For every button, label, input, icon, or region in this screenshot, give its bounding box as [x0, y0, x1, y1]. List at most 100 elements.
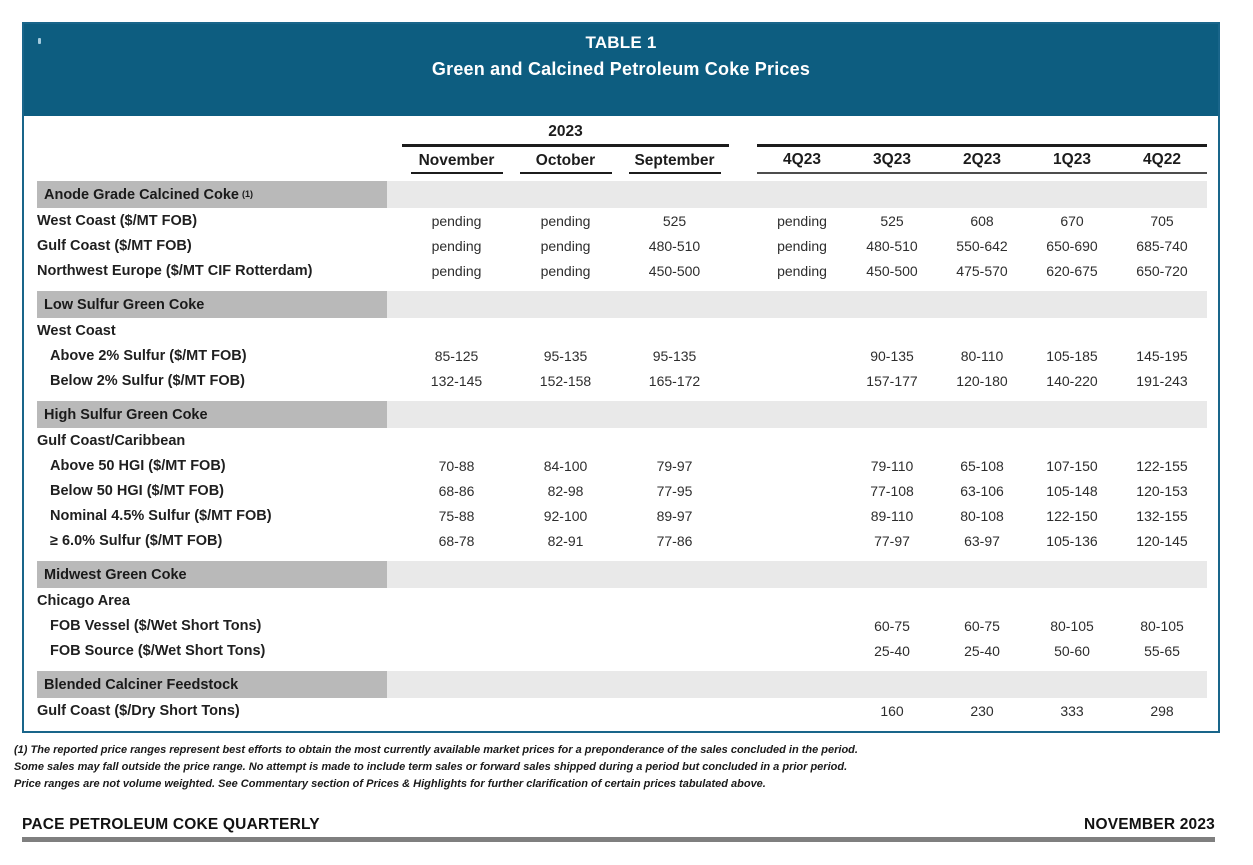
- value-cell: pending: [431, 262, 482, 279]
- value-cell: 670: [1060, 212, 1084, 229]
- table-row: FOB Source ($/Wet Short Tons) 25-40 25-40 5…: [24, 638, 1218, 663]
- footer-issue-date: NOVEMBER 2023: [1084, 816, 1215, 833]
- row-label: Above 50 HGI ($/MT FOB): [50, 457, 226, 474]
- footnotes: (1) The reported price ranges represent …: [14, 742, 1220, 793]
- row-label-spacer: [24, 122, 402, 147]
- value-cell: 132-155: [1136, 507, 1188, 524]
- section-header: High Sulfur Green Coke: [37, 401, 387, 428]
- value-cell: 65-108: [960, 457, 1004, 474]
- value-cell: 68-86: [438, 482, 475, 499]
- value-cell: pending: [777, 262, 827, 279]
- quarter-header-label: 2Q23: [963, 151, 1001, 168]
- value-cell: 120-145: [1136, 532, 1188, 549]
- value-cell: 68-78: [438, 532, 475, 549]
- section-band-fill: [387, 671, 1207, 698]
- value-cell: 480-510: [866, 237, 918, 254]
- row-label: ≥ 6.0% Sulfur ($/MT FOB): [50, 532, 223, 549]
- value-cell: 107-150: [1046, 457, 1098, 474]
- table-title: Green and Calcined Petroleum Coke Prices: [431, 59, 811, 79]
- table-sections: Anode Grade Calcined Coke (1) West Coast (…: [24, 181, 1218, 723]
- month-header-label: October: [519, 152, 612, 174]
- section-header: Midwest Green Coke: [37, 561, 387, 588]
- section-band: Midwest Green Coke: [24, 561, 1218, 588]
- year-group-row: 2023: [24, 122, 1218, 147]
- value-cell: 60-75: [964, 617, 1000, 634]
- section-band: Anode Grade Calcined Coke (1): [24, 181, 1218, 208]
- table-row: Below 50 HGI ($/MT FOB) 68-86 82-98 77-95 77…: [24, 478, 1218, 503]
- footer-publication-title: PACE PETROLEUM COKE QUARTERLY: [22, 816, 320, 833]
- value-cell: 92-100: [543, 507, 588, 524]
- value-cell: 132-145: [430, 372, 483, 389]
- section-header-label: Midwest Green Coke: [44, 566, 187, 583]
- value-cell: 75-88: [438, 507, 475, 524]
- section-header: Blended Calciner Feedstock: [37, 671, 387, 698]
- section-band: Blended Calciner Feedstock: [24, 671, 1218, 698]
- month-header-label: September: [628, 152, 721, 174]
- value-cell: pending: [431, 212, 482, 229]
- value-cell: 80-110: [960, 347, 1004, 364]
- value-cell: 120-180: [956, 372, 1008, 389]
- value-cell: 55-65: [1144, 642, 1180, 659]
- value-cell: 105-136: [1046, 532, 1098, 549]
- row-label: Above 2% Sulfur ($/MT FOB): [50, 347, 247, 364]
- section-band-fill: [387, 291, 1207, 318]
- quarter-header-label: 1Q23: [1053, 151, 1091, 168]
- value-cell: 157-177: [866, 372, 918, 389]
- section-band-fill: [387, 401, 1207, 428]
- value-cell: 105-185: [1046, 347, 1098, 364]
- value-cell: 165-172: [648, 372, 701, 389]
- page-footer: PACE PETROLEUM COKE QUARTERLY NOVEMBER 2…: [22, 816, 1215, 834]
- value-cell: 77-97: [874, 532, 910, 549]
- value-cell: 89-97: [656, 507, 693, 524]
- section-header-label: Blended Calciner Feedstock: [44, 676, 239, 693]
- value-cell: pending: [777, 212, 827, 229]
- year-group-label: 2023: [548, 123, 583, 140]
- row-label: Gulf Coast ($/MT FOB): [37, 237, 192, 254]
- value-cell: 191-243: [1136, 372, 1188, 389]
- value-cell: 525: [662, 212, 687, 229]
- section-header: Low Sulfur Green Coke: [37, 291, 387, 318]
- value-cell: 122-150: [1046, 507, 1098, 524]
- value-cell: 705: [1150, 212, 1174, 229]
- footnote-line: (1) The reported price ranges represent …: [14, 744, 858, 756]
- row-label: Chicago Area: [37, 592, 130, 609]
- value-cell: 122-155: [1136, 457, 1188, 474]
- row-label: Below 50 HGI ($/MT FOB): [50, 482, 225, 499]
- row-label: Northwest Europe ($/MT CIF Rotterdam): [37, 262, 313, 279]
- value-cell: 85-125: [434, 347, 479, 364]
- value-cell: 620-675: [1046, 262, 1098, 279]
- month-header-label: November: [410, 152, 503, 174]
- row-label: West Coast: [37, 322, 116, 339]
- table-row: ≥ 6.0% Sulfur ($/MT FOB) 68-78 82-91 77-86 7…: [24, 528, 1218, 553]
- table-subheader-row: Gulf Coast/Caribbean: [24, 428, 1218, 453]
- value-cell: 95-135: [543, 347, 588, 364]
- value-cell: 298: [1150, 702, 1174, 719]
- table-row: Above 50 HGI ($/MT FOB) 70-88 84-100 79-97 7…: [24, 453, 1218, 478]
- value-cell: 608: [970, 212, 994, 229]
- value-cell: 95-135: [652, 347, 697, 364]
- value-cell: pending: [431, 237, 482, 254]
- value-cell: 80-108: [960, 507, 1004, 524]
- value-cell: 80-105: [1050, 617, 1094, 634]
- value-cell: pending: [540, 262, 591, 279]
- value-cell: 90-135: [870, 347, 914, 364]
- table-subheader-row: Chicago Area: [24, 588, 1218, 613]
- month-headers: November October September: [402, 148, 729, 174]
- section-band-fill: [387, 561, 1207, 588]
- quarters-group-rule: [757, 122, 1207, 147]
- row-label: FOB Source ($/Wet Short Tons): [50, 642, 266, 659]
- year-group-header: 2023: [402, 122, 729, 147]
- quarter-header-label: 4Q23: [783, 151, 821, 168]
- value-cell: 140-220: [1046, 372, 1098, 389]
- section-header-label: Low Sulfur Green Coke: [44, 296, 205, 313]
- value-cell: 525: [880, 212, 904, 229]
- value-cell: 77-108: [870, 482, 914, 499]
- table-row: Nominal 4.5% Sulfur ($/MT FOB) 75-88 92-10…: [24, 503, 1218, 528]
- footnote-line: Price ranges are not volume weighted. Se…: [14, 778, 766, 790]
- month-header-cell: September: [620, 148, 729, 174]
- value-cell: 79-97: [656, 457, 693, 474]
- value-cell: 80-105: [1140, 617, 1184, 634]
- value-cell: 160: [880, 702, 904, 719]
- value-cell: 230: [970, 702, 994, 719]
- value-cell: 82-91: [547, 532, 584, 549]
